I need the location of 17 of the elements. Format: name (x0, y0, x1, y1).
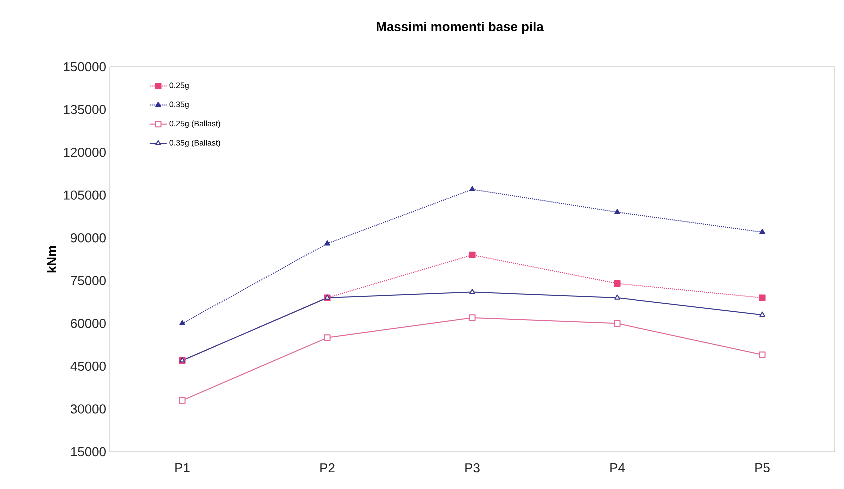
y-tick-label: 60000 (71, 319, 106, 328)
y-tick-label: 75000 (71, 276, 106, 286)
chart-title: Massimi momenti base pila (377, 22, 544, 34)
y-tick-label: 90000 (71, 234, 106, 243)
y-axis-title: kNm (47, 246, 56, 273)
y-tick-label: 30000 (70, 404, 106, 414)
y-tick-label: 135000 (64, 105, 106, 114)
y-tick-label: 15000 (71, 447, 106, 457)
y-tick-label: 150000 (64, 62, 106, 72)
x-tick-label: P3 (466, 463, 480, 473)
x-tick-label: P2 (320, 463, 335, 473)
x-tick-label: P5 (756, 463, 770, 473)
x-tick-label: P4 (610, 463, 626, 472)
y-tick-label: 120000 (64, 148, 106, 158)
y-tick-label: 105000 (64, 190, 106, 200)
x-tick-label: P1 (176, 463, 190, 472)
y-tick-label: 45000 (70, 362, 106, 372)
